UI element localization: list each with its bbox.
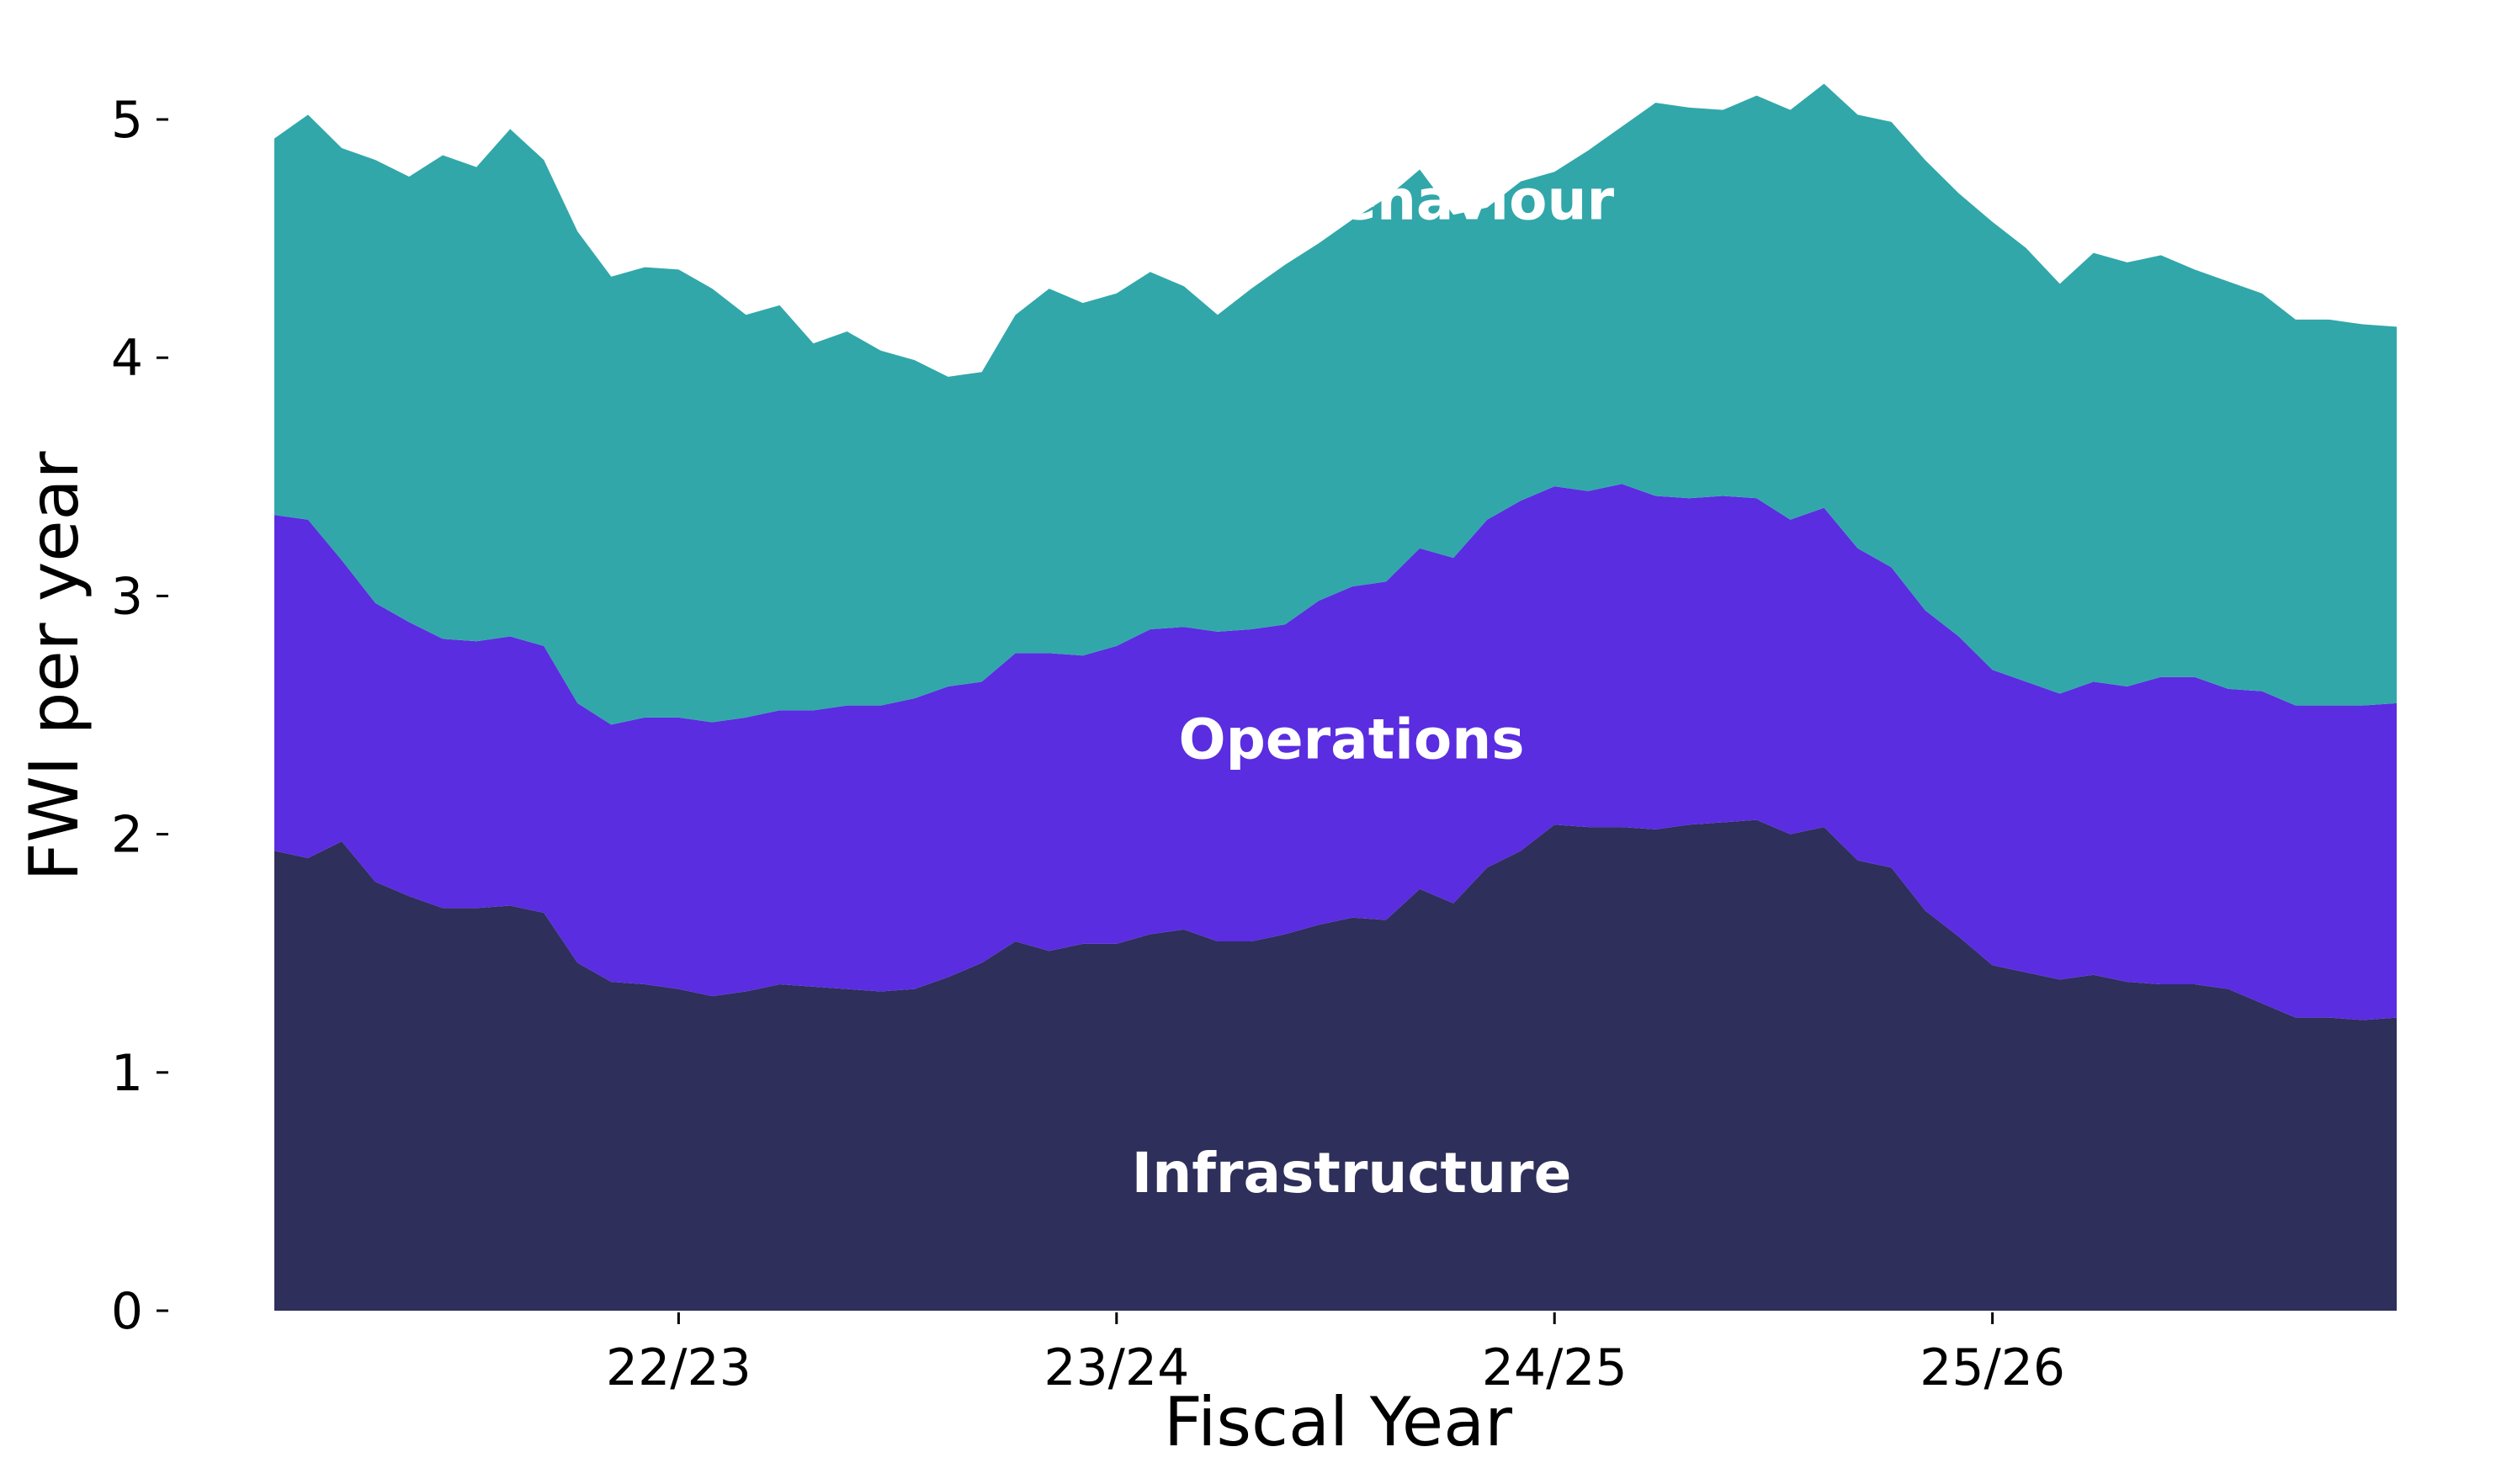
x-tick-label: 25/26 [1920, 1338, 2065, 1397]
x-tick-label: 23/24 [1044, 1338, 1189, 1397]
series-label-operations: Operations [1179, 708, 1525, 772]
x-axis: 22/23 23/24 24/25 25/26 [606, 1312, 2065, 1397]
x-tick-label: 24/25 [1482, 1338, 1628, 1397]
series-label-layer: Infrastructure Operations Public behaviour [1089, 167, 1614, 1206]
series-label-infrastructure: Infrastructure [1132, 1141, 1572, 1206]
x-tick-label: 22/23 [606, 1338, 751, 1397]
y-axis-title: FWI per year [15, 451, 93, 881]
y-tick-label: 2 [111, 806, 143, 865]
y-tick-label: 1 [111, 1044, 143, 1103]
series-label-public-behaviour: Public behaviour [1089, 167, 1614, 232]
area-infrastructure [274, 819, 2397, 1311]
area-public-behaviour [274, 83, 2397, 725]
area-layer [274, 83, 2397, 1311]
y-axis: 0 1 2 3 4 5 [111, 91, 168, 1341]
area-operations [274, 484, 2397, 1020]
y-tick-label: 3 [111, 567, 143, 626]
y-tick-label: 4 [111, 329, 143, 388]
x-axis-title: Fiscal Year [1164, 1383, 1512, 1461]
y-tick-label: 0 [111, 1282, 143, 1341]
y-tick-label: 5 [111, 91, 143, 150]
